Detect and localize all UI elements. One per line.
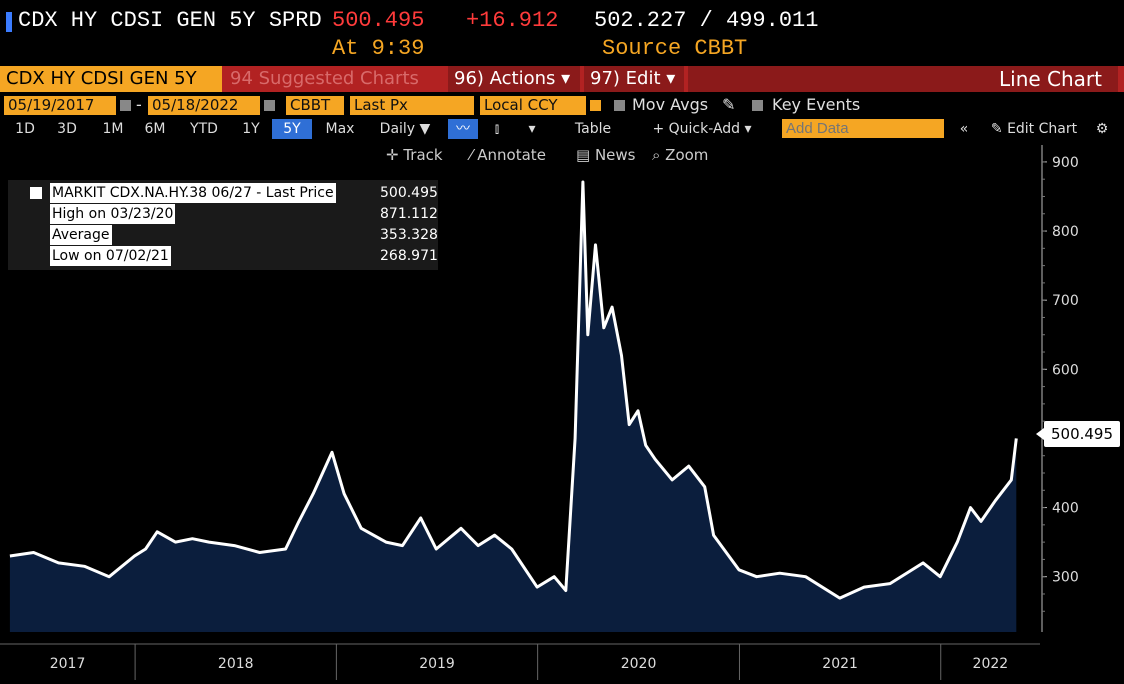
gear-icon[interactable]: ⚙ (1095, 121, 1109, 137)
key-events-label[interactable]: Key Events (772, 95, 861, 114)
x-tick-label: 2019 (419, 656, 455, 672)
bid-ask-range: 502.227 / 499.011 (594, 8, 819, 33)
pricing-source: Source CBBT (602, 36, 748, 61)
legend-avg-row: Average 353.328 (8, 225, 438, 245)
legend-avg-value: 353.328 (380, 227, 438, 243)
last-price: 500.495 (332, 8, 425, 33)
legend-title-row: MARKIT CDX.NA.HY.38 06/27 - Last Price 5… (8, 183, 438, 203)
annotate-tool[interactable]: ⁄ Annotate (470, 144, 546, 166)
edit-menu[interactable]: 97) Edit ▾ (584, 66, 684, 92)
range-button[interactable]: 1M (102, 121, 124, 137)
x-tick-label: 2021 (822, 656, 858, 672)
legend-high-value: 871.112 (380, 206, 438, 222)
add-data-input[interactable] (782, 119, 944, 138)
period-select[interactable]: Daily ▼ (379, 121, 431, 137)
zoom-tool[interactable]: ⌕ Zoom (652, 144, 708, 166)
series-line (9, 180, 1018, 600)
bar-chart-icon[interactable]: ⫾ (494, 121, 500, 137)
range-button[interactable]: 3D (57, 121, 77, 137)
chart-tools: ✛ Track ⁄ Annotate ▤ News ⌕ Zoom (380, 144, 730, 166)
last-price-tag: 500.495 (1036, 421, 1120, 447)
legend-series-name: MARKIT CDX.NA.HY.38 06/27 - Last Price (50, 183, 336, 203)
news-tool[interactable]: ▤ News (576, 144, 636, 166)
ticker-title: CDX HY CDSI GEN 5Y SPRD (18, 8, 322, 33)
range-button-selected[interactable]: 5Y (272, 119, 312, 139)
price-chart: 3004005006007008009002017201820192020202… (0, 145, 1124, 680)
legend-low-label: Low on 07/02/21 (50, 246, 171, 266)
pencil-icon[interactable]: ✎ (722, 95, 736, 114)
date-separator: - (136, 95, 142, 114)
chart-type-title: Line Chart (688, 66, 1118, 92)
suggested-charts-menu[interactable]: 94 Suggested Charts (230, 68, 419, 89)
y-tick-label: 900 (1052, 155, 1079, 171)
source-field[interactable]: CBBT (286, 96, 344, 115)
range-button[interactable]: YTD (190, 121, 218, 137)
series-swatch[interactable] (30, 187, 42, 199)
range-button[interactable]: 1Y (242, 121, 260, 137)
range-button[interactable]: 1D (15, 121, 35, 137)
mov-avgs-checkbox[interactable] (614, 100, 625, 111)
start-date-field[interactable]: 05/19/2017 (4, 96, 116, 115)
x-tick-label: 2022 (973, 656, 1009, 672)
header-marker (6, 12, 12, 32)
calendar-icon[interactable] (264, 100, 275, 111)
x-tick-label: 2017 (50, 656, 86, 672)
price-field-select[interactable]: Last Px (350, 96, 474, 115)
edit-chart-button[interactable]: ✎ Edit Chart (980, 119, 1088, 139)
annotate-label: Annotate (477, 146, 546, 164)
price-change: +16.912 (466, 8, 559, 33)
filter-row: 05/19/2017 - 05/18/2022 CBBT Last Px Loc… (0, 94, 1124, 116)
legend-low-row: Low on 07/02/21 268.971 (8, 246, 438, 266)
range-toolbar: 1D 3D 1M 6M YTD 1Y 5Y Max Daily ▼ 〰 ⫾ ▾ … (0, 117, 1124, 141)
table-button[interactable]: Table (574, 121, 612, 137)
dropdown-icon[interactable] (590, 100, 601, 111)
calendar-icon[interactable] (120, 100, 131, 111)
track-label: Track (403, 146, 443, 164)
legend-low-value: 268.971 (380, 248, 438, 264)
legend-high-label: High on 03/23/20 (50, 204, 176, 224)
chart-type-dropdown-icon[interactable]: ▾ (528, 121, 536, 137)
news-icon: ▤ (576, 146, 595, 164)
x-tick-label: 2018 (218, 656, 254, 672)
chart-area: 3004005006007008009002017201820192020202… (0, 140, 1124, 680)
magnifier-icon: ⌕ (652, 146, 666, 164)
edit-chart-label: Edit Chart (1007, 121, 1078, 137)
crosshair-icon: ✛ (386, 146, 404, 164)
legend-box: MARKIT CDX.NA.HY.38 06/27 - Last Price 5… (8, 180, 438, 270)
collapse-icon[interactable]: « (959, 121, 969, 137)
quick-add-button[interactable]: + Quick-Add ▾ (652, 121, 752, 137)
legend-high-row: High on 03/23/20 871.112 (8, 204, 438, 224)
legend-series-value: 500.495 (380, 185, 438, 201)
actions-menu[interactable]: 96) Actions ▾ (448, 66, 580, 92)
key-events-checkbox[interactable] (752, 100, 763, 111)
y-tick-label: 400 (1052, 501, 1079, 517)
pencil-icon: ✎ (990, 121, 1008, 137)
news-label: News (594, 146, 636, 164)
x-tick-label: 2020 (621, 656, 657, 672)
y-tick-label: 600 (1052, 362, 1079, 378)
y-tick-label: 700 (1052, 293, 1079, 309)
mov-avgs-label[interactable]: Mov Avgs (632, 95, 709, 114)
pencil-icon: ⁄ (470, 146, 478, 164)
range-button[interactable]: 6M (144, 121, 166, 137)
security-header: CDX HY CDSI GEN 5Y SPRD 500.495 +16.912 … (0, 0, 1124, 64)
y-tick-label: 800 (1052, 224, 1079, 240)
x-axis-band (0, 644, 1124, 680)
legend-avg-label: Average (50, 225, 112, 245)
quote-time: At 9:39 (332, 36, 425, 61)
menu-bar: CDX HY CDSI GEN 5Y 94 Suggested Charts 9… (0, 66, 1124, 92)
end-date-field[interactable]: 05/18/2022 (148, 96, 260, 115)
y-tick-label: 300 (1052, 570, 1079, 586)
track-tool[interactable]: ✛ Track (386, 144, 443, 166)
range-button[interactable]: Max (325, 121, 355, 137)
zoom-label: Zoom (665, 146, 709, 164)
line-chart-icon[interactable]: 〰 (448, 119, 478, 139)
series-area (9, 182, 1017, 632)
currency-select[interactable]: Local CCY (480, 96, 586, 115)
security-field[interactable]: CDX HY CDSI GEN 5Y (0, 66, 222, 92)
